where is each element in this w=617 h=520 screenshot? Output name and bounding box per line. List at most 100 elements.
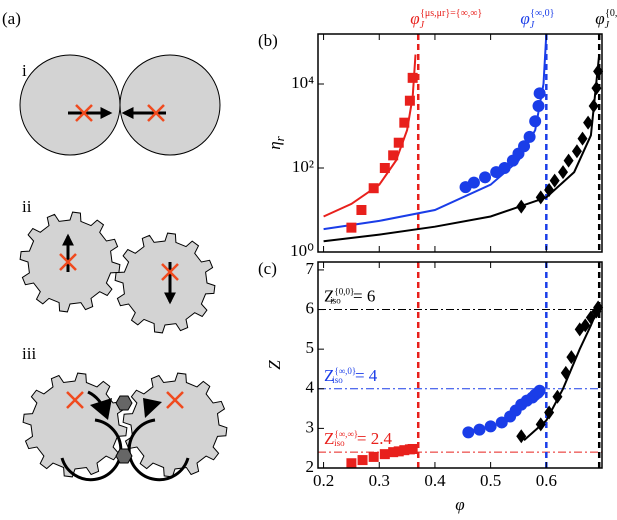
label-part: φ	[595, 9, 604, 28]
x-tick-label: 0.3	[369, 471, 390, 490]
point	[523, 130, 536, 143]
point	[498, 161, 511, 174]
label-part: iso	[332, 375, 343, 385]
gear	[19, 211, 121, 313]
label-part: J	[530, 20, 535, 31]
panel-label: (c)	[258, 259, 277, 278]
point	[533, 384, 546, 397]
label-part: {∞,0}	[334, 366, 356, 376]
contact-cross	[75, 104, 93, 122]
jamming-label: φJ{μs,μr}={∞,∞}	[410, 8, 482, 31]
point	[473, 423, 486, 436]
label-part: = 2.4	[353, 429, 393, 448]
x-tick-label: 0.6	[536, 471, 557, 490]
label-part: φ	[410, 9, 419, 28]
row-label: iii	[22, 344, 36, 363]
hexagon	[115, 448, 133, 464]
point	[399, 445, 410, 456]
point	[388, 150, 399, 161]
contact-cross	[147, 104, 165, 122]
y-tick-label: 7	[306, 259, 315, 278]
gears	[19, 211, 228, 478]
point	[407, 443, 418, 454]
label-part: Z	[265, 360, 284, 370]
panel-label: (a)	[2, 9, 21, 28]
label-part: = 6	[349, 286, 376, 305]
label-part: η	[265, 141, 284, 149]
point	[580, 318, 591, 333]
point	[356, 204, 367, 215]
point	[379, 162, 390, 173]
plot-frame	[317, 261, 603, 469]
row-label: i	[22, 61, 27, 80]
y-tick-label: 10²	[292, 157, 314, 176]
label-part: φ	[520, 9, 529, 28]
point	[407, 72, 418, 83]
label-part: Z	[324, 429, 334, 448]
point	[558, 165, 569, 180]
point	[535, 190, 546, 205]
label-part: {∞,0}	[530, 8, 554, 19]
point	[462, 426, 475, 439]
particle	[119, 54, 221, 156]
panel-a-marks	[60, 233, 190, 482]
arrowhead	[90, 398, 112, 420]
reference-label: Z{0,0} iso = 6	[324, 286, 375, 305]
x-tick-label: 0.5	[480, 471, 501, 490]
chart: (b)φJ{μs,μr}={∞,∞}φJ{∞,0}φJ{0,0}10⁰10²10…	[258, 8, 617, 260]
point	[346, 222, 357, 233]
point	[404, 95, 415, 106]
gear	[22, 372, 128, 478]
point	[484, 420, 497, 433]
point	[571, 144, 582, 159]
y-tick-label: 2	[306, 457, 315, 476]
point	[368, 183, 379, 194]
y-tick-label: 10⁰	[290, 241, 314, 260]
hexagon	[115, 395, 133, 411]
jamming-label: φJ{∞,0}	[520, 8, 554, 31]
contact-cross	[66, 391, 84, 409]
label-part: J	[605, 20, 610, 31]
point	[393, 137, 404, 148]
point	[368, 451, 379, 462]
label-part: {0,0}	[605, 8, 617, 19]
point	[388, 447, 399, 458]
point	[544, 182, 555, 197]
y-axis-label: ηr	[265, 135, 287, 149]
point	[591, 81, 602, 96]
point	[516, 199, 527, 214]
point	[346, 458, 357, 469]
contact-cross	[166, 391, 184, 409]
point	[544, 405, 555, 420]
label-part: {μs,μr}={∞,∞}	[420, 8, 482, 19]
label-part: Z	[324, 366, 334, 385]
point	[593, 64, 604, 79]
point	[566, 350, 577, 365]
point	[379, 449, 390, 460]
y-tick-label: 3	[306, 417, 315, 436]
y-tick-label: 6	[306, 298, 315, 317]
point	[518, 140, 531, 153]
gear	[122, 372, 228, 478]
label-part: iso	[330, 296, 341, 306]
x-tick-label: 0.4	[424, 471, 446, 490]
point	[577, 131, 588, 146]
point	[552, 389, 563, 404]
label-part: {0,0}	[334, 287, 354, 297]
point	[529, 115, 542, 128]
y-axis-label: Z	[265, 360, 284, 370]
y-tick-label: 5	[306, 338, 315, 357]
panel-a: (a) i ii iii	[2, 9, 221, 363]
label-part: {∞,∞}	[334, 429, 358, 439]
rotation-arrow	[127, 418, 190, 482]
point	[467, 176, 480, 189]
plot-frame	[317, 33, 603, 253]
point	[393, 446, 404, 457]
point	[549, 173, 560, 188]
point	[399, 117, 410, 128]
contact-cross	[161, 263, 179, 281]
gear	[114, 232, 216, 334]
point	[357, 455, 368, 466]
row-label: ii	[22, 197, 32, 216]
